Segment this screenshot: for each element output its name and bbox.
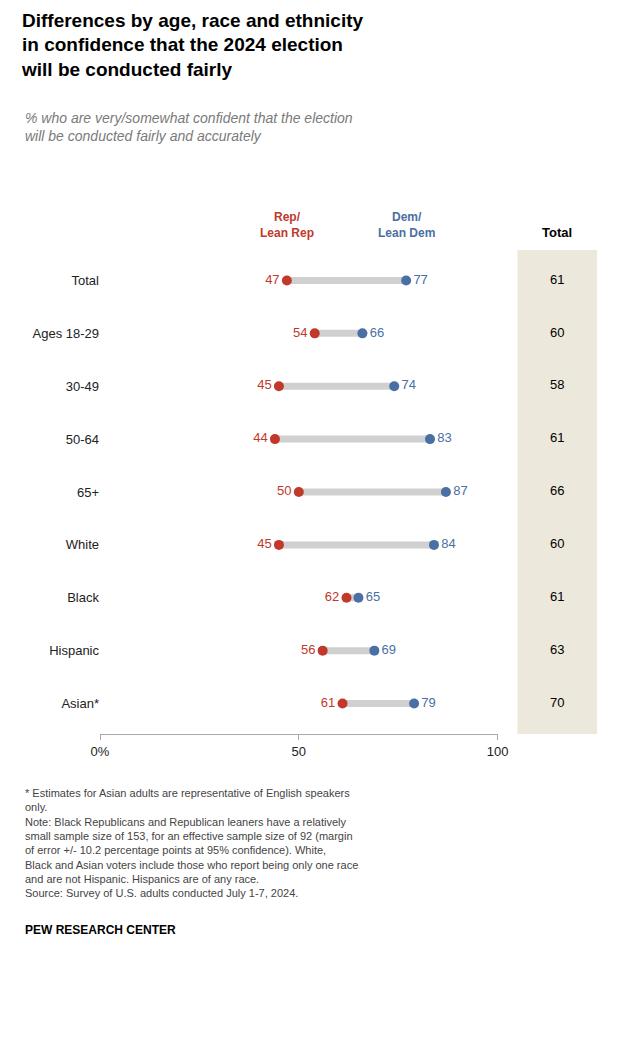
svg-text:100: 100 [487,744,509,759]
svg-text:61: 61 [550,589,564,604]
svg-text:69: 69 [382,642,396,657]
svg-text:0%: 0% [91,744,110,759]
svg-text:79: 79 [421,695,435,710]
svg-text:Dem/Lean Dem: Dem/Lean Dem [378,210,435,240]
svg-text:60: 60 [550,325,564,340]
svg-text:47: 47 [265,272,279,287]
svg-text:50: 50 [292,744,306,759]
svg-text:White: White [66,537,99,552]
svg-text:74: 74 [401,377,415,392]
svg-text:Rep/Lean Rep: Rep/Lean Rep [260,210,314,240]
svg-text:58: 58 [550,377,564,392]
svg-text:56: 56 [301,642,315,657]
svg-text:44: 44 [253,430,267,445]
svg-text:61: 61 [550,430,564,445]
svg-text:60: 60 [550,536,564,551]
svg-text:77: 77 [413,272,427,287]
svg-text:63: 63 [550,642,564,657]
svg-text:61: 61 [321,695,335,710]
svg-text:Ages 18-29: Ages 18-29 [33,326,100,341]
svg-text:87: 87 [453,483,467,498]
svg-text:45: 45 [257,536,271,551]
svg-text:62: 62 [325,589,339,604]
svg-text:50-64: 50-64 [66,432,99,447]
svg-text:Asian*: Asian* [61,696,99,711]
svg-text:66: 66 [550,483,564,498]
svg-text:Total: Total [542,225,572,240]
svg-text:70: 70 [550,695,564,710]
svg-text:54: 54 [293,325,307,340]
svg-text:61: 61 [550,272,564,287]
svg-text:* Estimates for Asian adults a: * Estimates for Asian adults are represe… [25,787,358,899]
svg-text:83: 83 [437,430,451,445]
svg-text:65: 65 [366,589,380,604]
svg-text:Differences by age, race and e: Differences by age, race and ethnicityin… [21,10,364,80]
svg-text:Black: Black [67,590,99,605]
svg-text:30-49: 30-49 [66,379,99,394]
svg-text:Total: Total [72,273,100,288]
svg-text:50: 50 [277,483,291,498]
svg-text:65+: 65+ [77,485,99,500]
svg-text:PEW RESEARCH CENTER: PEW RESEARCH CENTER [25,923,176,937]
svg-text:84: 84 [441,536,455,551]
svg-text:Hispanic: Hispanic [49,643,99,658]
svg-text:66: 66 [370,325,384,340]
svg-text:% who are very/somewhat confid: % who are very/somewhat confident that t… [25,110,353,144]
svg-text:45: 45 [257,377,271,392]
